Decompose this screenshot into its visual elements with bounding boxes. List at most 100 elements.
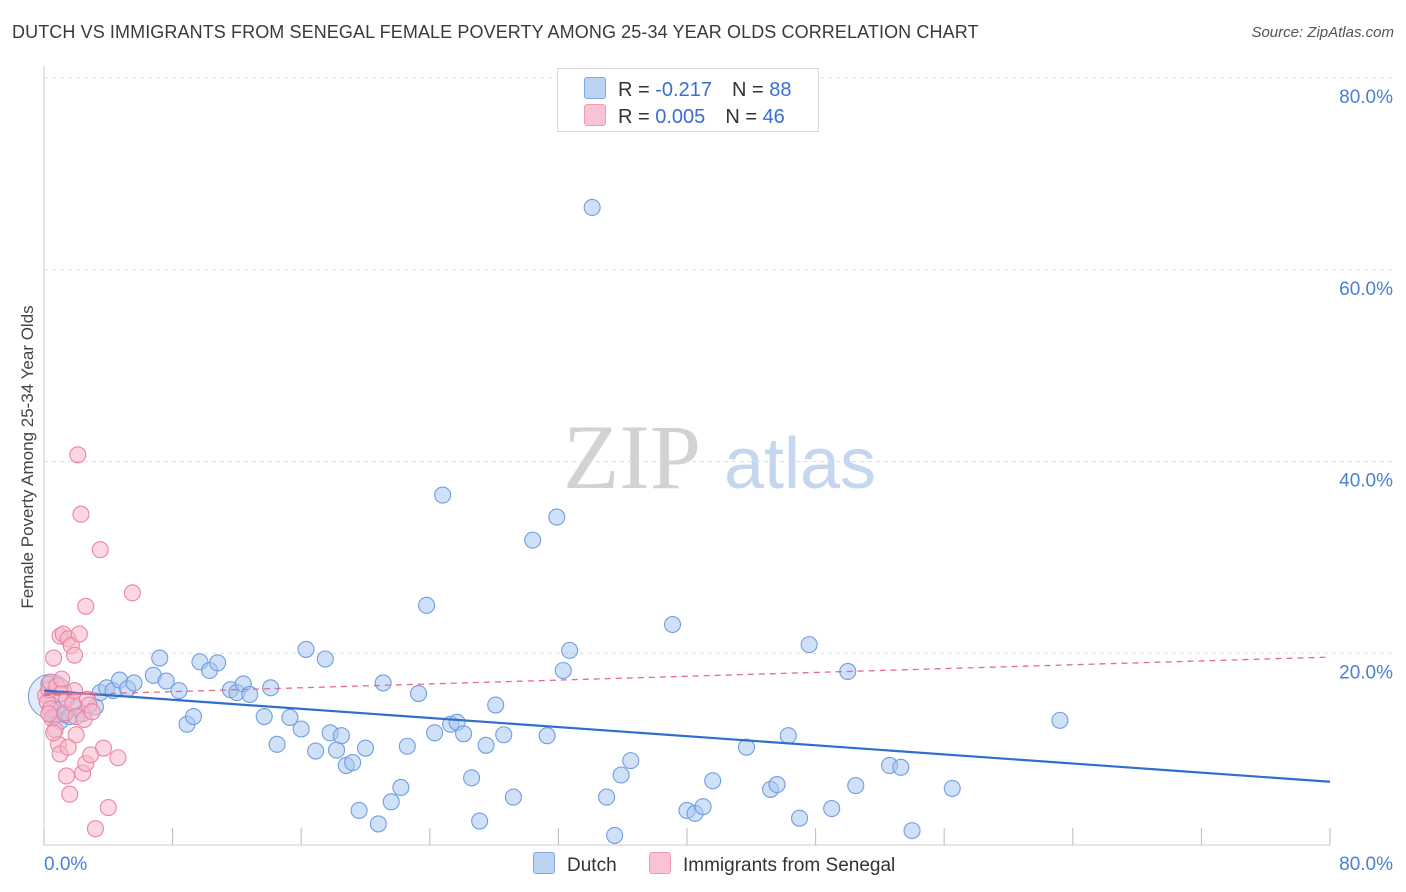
correlation-legend: R = -0.217 N = 88 R = 0.005 N = 46	[557, 68, 819, 132]
senegal-swatch	[584, 104, 606, 126]
dutch-point	[463, 769, 481, 787]
dutch-point	[255, 707, 273, 726]
senegal-n-label: N =	[725, 106, 757, 128]
dutch-point	[471, 812, 489, 830]
dutch-r-value: -0.217	[655, 79, 712, 101]
bottom-legend-senegal: Immigrants from Senegal	[649, 852, 895, 877]
senegal-point	[72, 505, 90, 523]
senegal-n-value: 46	[762, 106, 785, 128]
dutch-point	[316, 650, 334, 668]
dutch-point	[332, 727, 350, 745]
dutch-trend-line	[43, 689, 1331, 783]
dutch-point	[548, 508, 566, 526]
senegal-point	[83, 703, 101, 721]
senegal-point	[53, 670, 71, 688]
senegal-point	[82, 746, 100, 764]
dutch-point	[426, 724, 444, 742]
x-tick-label-min: 0.0%	[44, 854, 87, 875]
dutch-point	[612, 766, 630, 784]
dutch-point	[455, 725, 473, 743]
senegal-legend-swatch	[649, 852, 671, 874]
dutch-point	[943, 779, 961, 797]
bottom-legend-dutch: Dutch	[533, 852, 617, 877]
dutch-point	[622, 752, 640, 770]
dutch-point	[151, 649, 169, 667]
dutch-point	[344, 753, 362, 772]
senegal-r-value: 0.005	[655, 106, 706, 128]
dutch-point	[487, 696, 505, 714]
dutch-point	[241, 685, 259, 704]
dutch-point	[768, 776, 786, 794]
senegal-point	[123, 584, 141, 602]
dutch-point	[790, 809, 809, 827]
dutch-point	[409, 684, 428, 703]
legend-row-senegal: R = 0.005 N = 46	[584, 104, 785, 129]
dutch-point	[392, 778, 410, 797]
senegal-point	[45, 724, 63, 742]
dutch-point	[328, 741, 346, 759]
dutch-point	[561, 641, 579, 659]
dutch-point	[903, 822, 921, 840]
senegal-legend-label: Immigrants from Senegal	[683, 855, 896, 876]
senegal-r-label: R =	[618, 106, 650, 128]
dutch-point	[598, 788, 616, 806]
senegal-point	[70, 625, 88, 643]
dutch-point	[209, 654, 227, 672]
senegal-point	[91, 541, 109, 559]
dutch-point	[583, 198, 601, 216]
dutch-point	[892, 758, 910, 776]
watermark-zip: ZIP	[563, 406, 701, 508]
dutch-point	[477, 736, 495, 754]
source-label: Source: ZipAtlas.com	[1251, 24, 1394, 41]
senegal-point	[86, 820, 104, 838]
dutch-point	[704, 772, 722, 790]
watermark-atlas: atlas	[724, 424, 876, 504]
y-tick-label: 40.0%	[1339, 471, 1393, 492]
senegal-point	[77, 597, 95, 615]
senegal-point	[61, 785, 79, 803]
dutch-point	[157, 672, 175, 690]
dutch-point	[374, 674, 392, 692]
dutch-point	[800, 636, 818, 654]
senegal-trend-line	[43, 656, 1331, 697]
dutch-point	[606, 826, 624, 844]
dutch-point	[369, 815, 387, 833]
senegal-point	[59, 738, 77, 756]
dutch-point	[356, 739, 375, 757]
dutch-point	[170, 682, 188, 700]
senegal-point	[69, 446, 87, 464]
dutch-n-value: 88	[769, 79, 792, 101]
senegal-point	[40, 705, 58, 723]
senegal-point	[67, 726, 85, 744]
y-tick-label: 20.0%	[1339, 662, 1393, 683]
dutch-point	[262, 679, 280, 697]
dutch-point	[847, 777, 865, 795]
dutch-swatch	[584, 77, 606, 99]
dutch-point	[737, 738, 756, 756]
dutch-point	[554, 661, 572, 680]
legend-row-dutch: R = -0.217 N = 88	[584, 77, 791, 102]
dutch-point	[434, 486, 452, 504]
dutch-point	[495, 726, 513, 744]
chart-title: DUTCH VS IMMIGRANTS FROM SENEGAL FEMALE …	[12, 22, 979, 42]
dutch-point	[1051, 711, 1069, 729]
senegal-point	[65, 646, 84, 664]
dutch-point	[125, 674, 143, 692]
senegal-point	[57, 767, 76, 785]
dutch-point	[382, 793, 400, 811]
dutch-point	[268, 735, 286, 753]
dutch-point	[184, 707, 203, 726]
y-axis-label: Female Poverty Among 25-34 Year Olds	[18, 305, 37, 608]
dutch-legend-label: Dutch	[567, 855, 617, 876]
dutch-point	[292, 720, 310, 738]
dutch-point	[823, 800, 841, 818]
dutch-r-label: R =	[618, 79, 650, 101]
senegal-point	[109, 749, 127, 767]
dutch-point	[504, 788, 522, 806]
dutch-point	[307, 742, 325, 760]
dutch-point	[779, 727, 797, 745]
senegal-point	[99, 799, 117, 817]
x-tick-label-max: 80.0%	[1339, 854, 1393, 875]
y-tick-label: 60.0%	[1339, 279, 1393, 300]
